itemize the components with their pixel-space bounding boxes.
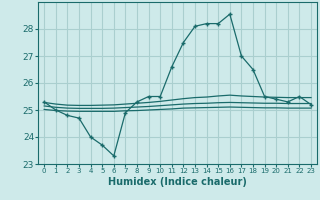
X-axis label: Humidex (Indice chaleur): Humidex (Indice chaleur)	[108, 177, 247, 187]
